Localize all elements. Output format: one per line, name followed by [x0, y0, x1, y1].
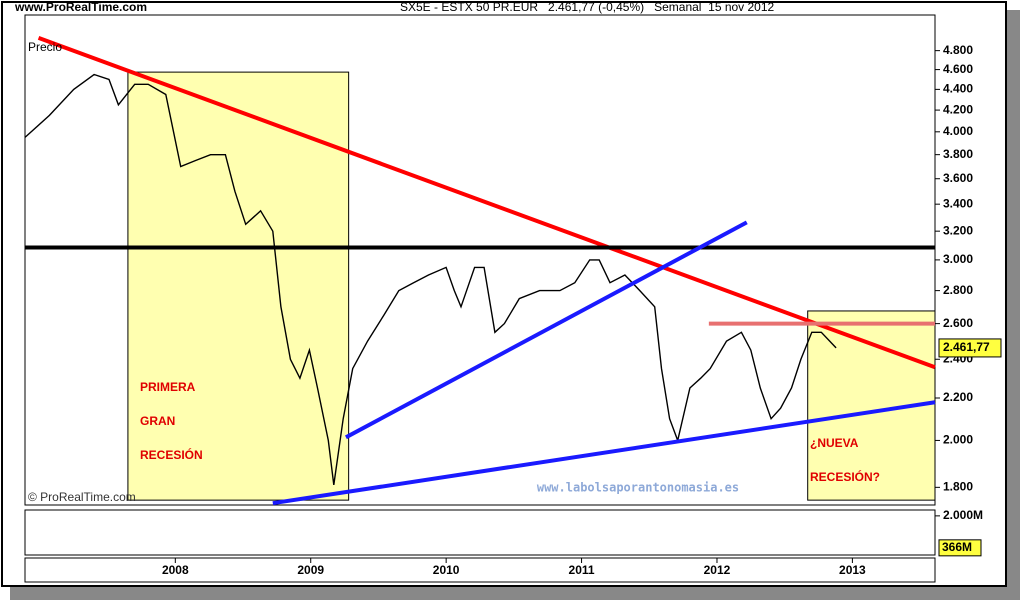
y-tick-label: 4.400: [943, 82, 973, 96]
price-line: [24, 73, 837, 485]
y-tick-label: 1.800: [943, 480, 973, 494]
source: www.ProRealTime.com: [14, 0, 147, 14]
zone-label: PRIMERA: [140, 380, 196, 394]
zone: [127, 71, 350, 501]
zone-label: RECESIÓN?: [810, 469, 880, 484]
x-axis-panel: [24, 557, 936, 583]
last-price-label: 2.461,77: [943, 340, 990, 354]
watermark: www.labolsaporantonomasia.es: [537, 481, 739, 495]
volume-tick-label: 2.000M: [943, 508, 983, 522]
zone-label: ¿NUEVA: [810, 436, 859, 450]
volume-last-label: 366M: [942, 540, 972, 554]
y-tick-label: 3.000: [943, 252, 973, 266]
y-tick-label: 4.800: [943, 43, 973, 57]
last-price-box: [938, 338, 1002, 358]
x-tick-label: 2012: [704, 563, 731, 577]
y-tick-label: 3.200: [943, 223, 973, 237]
y-tick-label: 3.800: [943, 147, 973, 161]
y-tick-label: 2.000: [943, 433, 973, 447]
trendline: [272, 400, 936, 506]
x-tick-label: 2013: [839, 563, 866, 577]
x-tick-label: 2011: [569, 563, 595, 577]
y-tick-label: 2.800: [943, 283, 973, 297]
volume-last-box: [938, 539, 982, 557]
trendline: [37, 35, 936, 370]
y-tick-label: 4.200: [943, 102, 973, 116]
y-tick-label: 3.600: [943, 171, 973, 185]
x-tick-label: 2009: [297, 563, 324, 577]
zone-label: GRAN: [140, 414, 175, 428]
y-tick-label: 3.400: [943, 196, 973, 210]
y-tick-label: 4.000: [943, 124, 973, 138]
chart-title: SX5E - ESTX 50 PR.EUR 2.461,77 (-0,45%) …: [400, 0, 775, 14]
y-tick-label: 4.600: [943, 62, 973, 76]
volume-panel: [24, 509, 936, 556]
trendline: [344, 220, 748, 440]
zone-label: RECESIÓN: [140, 447, 203, 462]
y-tick-label: 2.200: [943, 390, 973, 404]
y-label: Precio: [28, 40, 62, 54]
x-tick-label: 2008: [162, 563, 189, 577]
x-tick-label: 2010: [433, 563, 460, 577]
y-tick-label: 2.600: [943, 316, 973, 330]
copyright: © ProRealTime.com: [28, 490, 136, 504]
